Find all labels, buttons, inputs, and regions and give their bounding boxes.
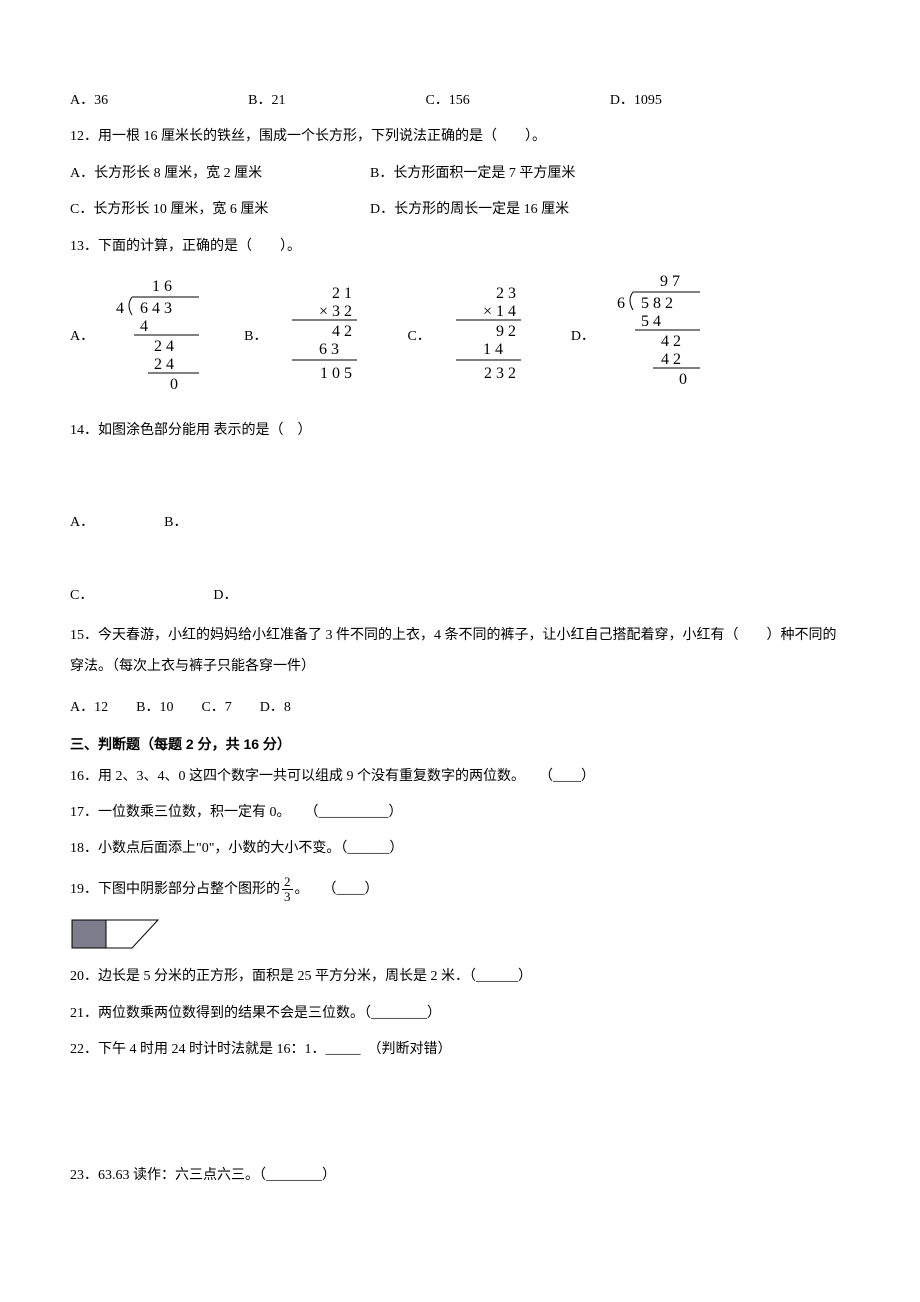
q13-label-d: D． — [571, 326, 595, 348]
q12-options-row2: C．长方形长 10 厘米，宽 6 厘米 D．长方形的周长一定是 16 厘米 — [70, 199, 850, 221]
svg-text:2 3 2: 2 3 2 — [484, 365, 516, 382]
svg-text:4 2: 4 2 — [661, 351, 681, 368]
svg-text:× 1 4: × 1 4 — [483, 303, 516, 320]
q11-opt-b: B．21 — [248, 90, 285, 112]
q13-opt-d: D． 9 7 6 5 8 2 5 4 4 2 4 2 0 — [571, 272, 705, 402]
svg-text:2 4: 2 4 — [154, 338, 174, 355]
svg-text:1 0 5: 1 0 5 — [320, 365, 352, 382]
q12-options-row1: A．长方形长 8 厘米，宽 2 厘米 B．长方形面积一定是 7 平方厘米 — [70, 163, 850, 185]
q16: 16．用 2、3、4、0 这四个数字一共可以组成 9 个没有重复数字的两位数。 … — [70, 766, 850, 788]
q21: 21．两位数乘两位数得到的结果不会是三位数。（________） — [70, 1003, 850, 1025]
svg-text:6 3: 6 3 — [319, 341, 339, 358]
q11-opt-c: C．156 — [425, 90, 469, 112]
svg-text:5 8 2: 5 8 2 — [641, 295, 673, 312]
q11-opt-d: D．1095 — [610, 90, 662, 112]
q19-fraction: 23 — [282, 875, 293, 905]
q13-opt-b: B． 2 1 × 3 2 4 2 6 3 1 0 5 — [244, 282, 367, 392]
q13-mult-c: 2 3 × 1 4 9 2 1 4 2 3 2 — [441, 282, 531, 392]
svg-text:9 2: 9 2 — [496, 323, 516, 340]
svg-text:6 4 3: 6 4 3 — [140, 300, 172, 317]
q12-opt-a: A．长方形长 8 厘米，宽 2 厘米 — [70, 163, 370, 185]
q13-options: A． 1 6 4 6 4 3 4 2 4 2 4 0 B． 2 1 × 3 2 … — [70, 272, 850, 402]
svg-text:0: 0 — [170, 376, 178, 393]
q15-options: A．12 B．10 C．7 D．8 — [70, 697, 850, 719]
svg-text:1 6: 1 6 — [152, 278, 172, 295]
q19-frac-den: 3 — [282, 890, 293, 904]
spacer — [70, 1075, 850, 1165]
svg-text:9 7: 9 7 — [660, 273, 680, 290]
svg-text:4 2: 4 2 — [661, 333, 681, 350]
q13-longdiv-a: 1 6 4 6 4 3 4 2 4 2 4 0 — [104, 277, 204, 397]
svg-text:6: 6 — [617, 295, 625, 312]
svg-text:4: 4 — [140, 318, 148, 335]
svg-text:5 4: 5 4 — [641, 313, 661, 330]
svg-text:2 1: 2 1 — [332, 285, 352, 302]
q12-opt-c: C．长方形长 10 厘米，宽 6 厘米 — [70, 199, 370, 221]
svg-text:4: 4 — [116, 300, 124, 317]
q15-stem: 15．今天春游，小红的妈妈给小红准备了 3 件不同的上衣，4 条不同的裤子，让小… — [70, 621, 850, 683]
q13-label-b: B． — [244, 326, 267, 348]
q13-opt-c: C． 2 3 × 1 4 9 2 1 4 2 3 2 — [407, 282, 530, 392]
svg-text:1 4: 1 4 — [483, 341, 503, 358]
q14-row2: C． D． — [70, 585, 850, 607]
q19-prefix: 19．下图中阴影部分占整个图形的 — [70, 882, 280, 897]
q12-stem: 12．用一根 16 厘米长的铁丝，围成一个长方形，下列说法正确的是（ ）。 — [70, 126, 850, 148]
q11-opt-a: A．36 — [70, 90, 108, 112]
q14-opt-d: D． — [213, 585, 237, 607]
q19: 19．下图中阴影部分占整个图形的23。 （____） — [70, 875, 850, 905]
q14-stem: 14．如图涂色部分能用 表示的是（ ） — [70, 420, 850, 442]
q12-opt-d: D．长方形的周长一定是 16 厘米 — [370, 199, 569, 221]
q19-figure — [70, 918, 850, 954]
q13-longdiv-d: 9 7 6 5 8 2 5 4 4 2 4 2 0 — [605, 272, 705, 402]
q19-frac-num: 2 — [282, 875, 293, 890]
q14-opt-c: C． — [70, 585, 93, 607]
svg-text:0: 0 — [679, 371, 687, 388]
q22: 22．下午 4 时用 24 时计时法就是 16：1．_____ （判断对错） — [70, 1039, 850, 1061]
q18: 18．小数点后面添上"0"，小数的大小不变。（______） — [70, 838, 850, 860]
q13-label-a: A． — [70, 326, 94, 348]
q19-suffix: 。 （____） — [295, 882, 379, 897]
q11-options: A．36 B．21 C．156 D．1095 — [70, 90, 850, 112]
q13-mult-b: 2 1 × 3 2 4 2 6 3 1 0 5 — [277, 282, 367, 392]
q14-row1: A． B． — [70, 512, 850, 534]
section3-header: 三、判断题（每题 2 分，共 16 分） — [70, 733, 850, 755]
q23: 23．63.63 读作：六三点六三。（________） — [70, 1165, 850, 1187]
q13-stem: 13．下面的计算，正确的是（ ）。 — [70, 236, 850, 258]
q13-opt-a: A． 1 6 4 6 4 3 4 2 4 2 4 0 — [70, 277, 204, 397]
q12-opt-b: B．长方形面积一定是 7 平方厘米 — [370, 163, 575, 185]
q17: 17．一位数乘三位数，积一定有 0。 （__________） — [70, 802, 850, 824]
svg-text:2 4: 2 4 — [154, 356, 174, 373]
q14-opt-a: A． — [70, 512, 94, 534]
svg-text:× 3 2: × 3 2 — [319, 303, 352, 320]
q14-opt-b: B． — [164, 512, 187, 534]
svg-text:2 3: 2 3 — [496, 285, 516, 302]
q20: 20．边长是 5 分米的正方形，面积是 25 平方分米，周长是 2 米．（___… — [70, 966, 850, 988]
svg-text:4 2: 4 2 — [332, 323, 352, 340]
q13-label-c: C． — [407, 326, 430, 348]
